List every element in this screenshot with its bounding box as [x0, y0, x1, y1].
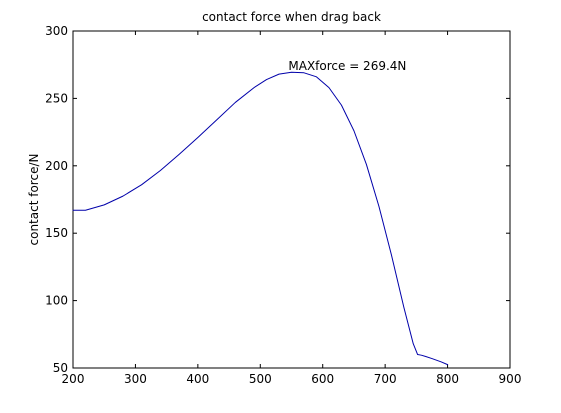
y-tick-label: 200	[45, 159, 68, 173]
y-axis-label: contact force/N	[27, 154, 41, 246]
x-tick-label: 800	[436, 372, 459, 386]
axes-box	[72, 30, 511, 369]
x-tick-label: 900	[499, 372, 522, 386]
series-line-0	[72, 71, 449, 366]
y-tick-label: 50	[53, 361, 68, 375]
x-tick-label: 200	[62, 372, 85, 386]
chart-title: contact force when drag back	[202, 10, 381, 24]
y-tick-label: 100	[45, 294, 68, 308]
max-force-annotation: MAXforce = 269.4N	[288, 59, 406, 73]
plot-area: 200 300 400 500 600 700 800 900 50 100 150 200 250 30…	[45, 24, 521, 386]
y-tick-label: 250	[45, 91, 68, 105]
x-tick-label: 400	[186, 372, 209, 386]
y-tick-label: 150	[45, 226, 68, 240]
y-tick-label: 300	[45, 24, 68, 38]
x-tick-label: 600	[311, 372, 334, 386]
x-tick-label: 300	[124, 372, 147, 386]
x-tick-label: 700	[374, 372, 397, 386]
x-tick-label: 500	[249, 372, 272, 386]
